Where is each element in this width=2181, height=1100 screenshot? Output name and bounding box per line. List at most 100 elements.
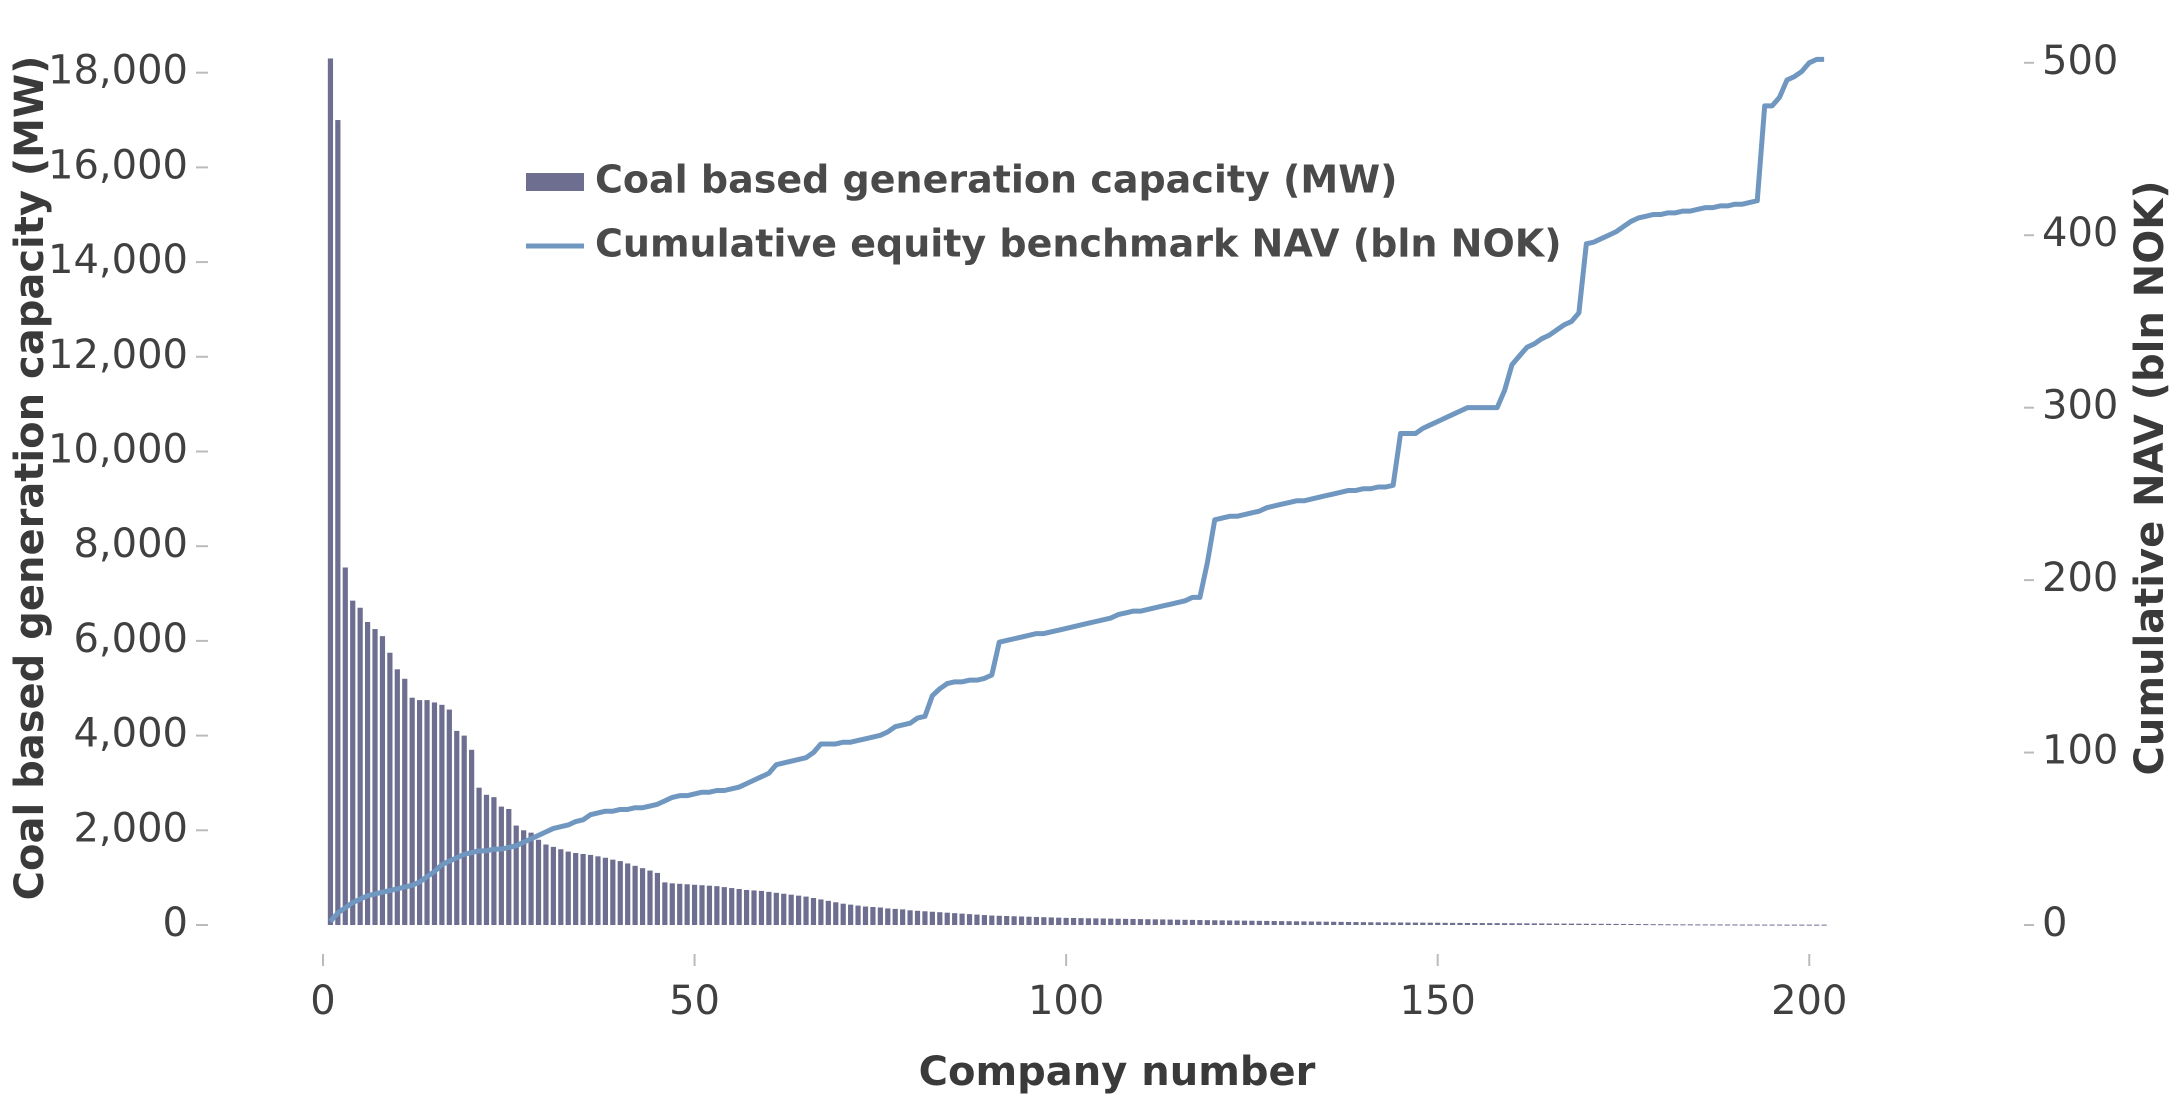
bar — [1776, 924, 1783, 926]
bar — [1821, 924, 1827, 926]
y-tick-label: 18,000 — [48, 48, 188, 94]
bar — [1420, 922, 1426, 925]
bar — [476, 787, 482, 925]
bar — [342, 567, 348, 925]
bar — [870, 907, 876, 925]
bar — [1620, 923, 1627, 925]
bar — [1435, 922, 1441, 925]
bar — [1516, 923, 1523, 925]
bar — [1115, 918, 1121, 925]
bar — [1576, 923, 1582, 925]
bar — [996, 915, 1002, 925]
bar — [840, 903, 846, 925]
bar — [1323, 921, 1329, 925]
bar — [1175, 919, 1181, 925]
bar — [1531, 923, 1537, 925]
bar — [417, 700, 423, 925]
bar — [1070, 917, 1077, 925]
bar — [1011, 916, 1017, 925]
bar — [691, 884, 698, 925]
bar — [1056, 917, 1062, 925]
bar — [1464, 922, 1471, 925]
bar — [409, 697, 415, 925]
bar — [1271, 921, 1277, 925]
bar — [1204, 920, 1210, 925]
y2-tick-label: 300 — [2042, 383, 2118, 429]
bar — [1606, 923, 1612, 925]
bar — [1122, 918, 1129, 925]
bar — [796, 895, 802, 925]
bar — [1375, 922, 1381, 925]
bar — [617, 861, 623, 925]
bar — [454, 730, 460, 925]
bar — [1249, 920, 1255, 925]
x-tick-label: 100 — [1028, 978, 1104, 1024]
bar — [1383, 922, 1389, 925]
bar — [699, 885, 705, 925]
bar — [1658, 924, 1664, 926]
bar — [521, 830, 527, 925]
bar — [989, 915, 995, 925]
bar — [1182, 919, 1188, 925]
bar — [1137, 919, 1144, 925]
y-tick-label: 8,000 — [73, 521, 188, 567]
bar — [677, 883, 683, 925]
bar — [766, 891, 772, 925]
bar — [959, 913, 965, 925]
bar — [1286, 921, 1292, 925]
bar — [1665, 924, 1671, 926]
bar — [1799, 924, 1805, 926]
bar — [914, 910, 921, 925]
bar — [885, 908, 891, 925]
bar — [1442, 922, 1448, 925]
bar — [1234, 920, 1240, 925]
bar — [461, 735, 467, 925]
y-axis-title: Coal based generation capacity (MW) — [7, 56, 53, 901]
bar — [1494, 923, 1500, 925]
bar — [833, 902, 839, 925]
bar — [922, 911, 928, 925]
bar — [469, 749, 475, 925]
bar — [528, 832, 534, 925]
bar — [966, 914, 973, 925]
bar — [751, 890, 757, 925]
bar — [1628, 924, 1634, 926]
bar — [1189, 919, 1196, 925]
y-tick-label: 6,000 — [73, 616, 188, 662]
legend-label: Cumulative equity benchmark NAV (bln NOK… — [595, 222, 1562, 266]
bar — [1093, 918, 1099, 925]
bar — [848, 904, 854, 925]
bar — [1227, 920, 1233, 925]
bar — [1301, 921, 1307, 925]
bar — [387, 652, 393, 925]
bar — [1345, 921, 1352, 925]
x-tick-label: 200 — [1771, 978, 1847, 1024]
bar — [1583, 923, 1589, 925]
bar — [1041, 917, 1047, 925]
bar — [610, 859, 616, 925]
bar — [513, 825, 519, 925]
bar — [1078, 918, 1084, 925]
bar — [654, 872, 661, 925]
bar — [877, 907, 883, 925]
bar — [803, 896, 809, 925]
legend-swatch — [526, 173, 584, 191]
bar — [1293, 921, 1300, 925]
bar — [706, 885, 713, 925]
bar — [1769, 924, 1775, 926]
bar — [736, 889, 742, 925]
bar — [907, 910, 913, 925]
bar — [1762, 924, 1768, 926]
bar — [550, 846, 556, 925]
bar — [1472, 923, 1478, 925]
y2-tick-label: 100 — [2042, 728, 2118, 774]
bar — [1026, 916, 1032, 925]
bar — [662, 882, 668, 925]
bar — [1754, 924, 1760, 926]
bar — [1412, 922, 1419, 925]
bar — [1100, 918, 1106, 925]
bar — [781, 893, 787, 925]
bar — [1539, 923, 1545, 925]
bar — [1554, 923, 1560, 925]
